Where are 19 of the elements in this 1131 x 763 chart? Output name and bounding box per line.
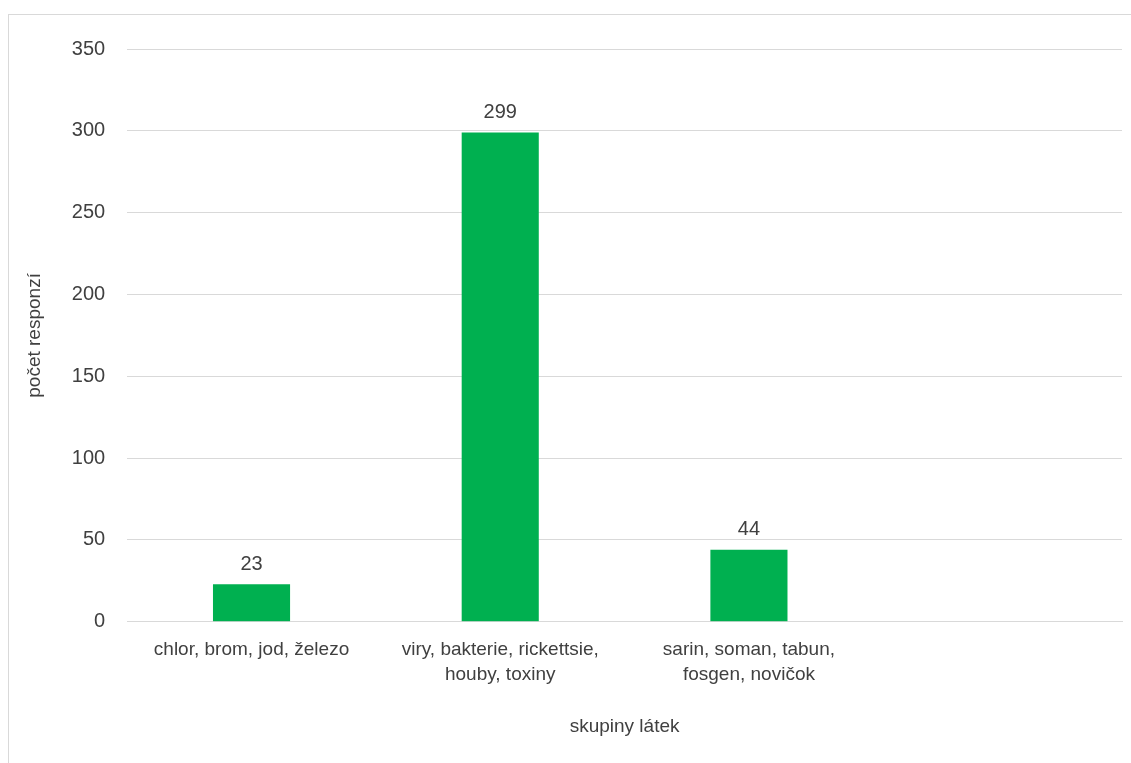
y-tick-label: 100 (71, 445, 106, 468)
y-tick-label: 250 (71, 200, 106, 223)
x-tick-label: viry, bakterie, rickettsie, houby, toxiny (401, 638, 599, 685)
y-axis-title: počet responzí (22, 272, 44, 398)
bar (212, 584, 291, 622)
y-tick-label: 200 (71, 282, 106, 304)
y-tick-label: 0 (94, 609, 106, 632)
y-tick-label: 50 (82, 527, 106, 550)
x-tick-label: chlor, brom, jod, železo (153, 638, 350, 660)
bar (461, 132, 539, 622)
x-axis-title: skupiny látek (569, 714, 680, 736)
x-tick-label: sarin, soman, tabun, fosgen, novičok (662, 638, 836, 685)
y-tick-label: 150 (71, 363, 106, 386)
y-tick-label: 300 (71, 118, 106, 141)
data-label: 44 (737, 517, 761, 540)
bar (710, 549, 788, 622)
data-label: 299 (483, 99, 517, 122)
y-tick-label: 350 (71, 36, 106, 59)
data-label: 23 (240, 551, 263, 574)
